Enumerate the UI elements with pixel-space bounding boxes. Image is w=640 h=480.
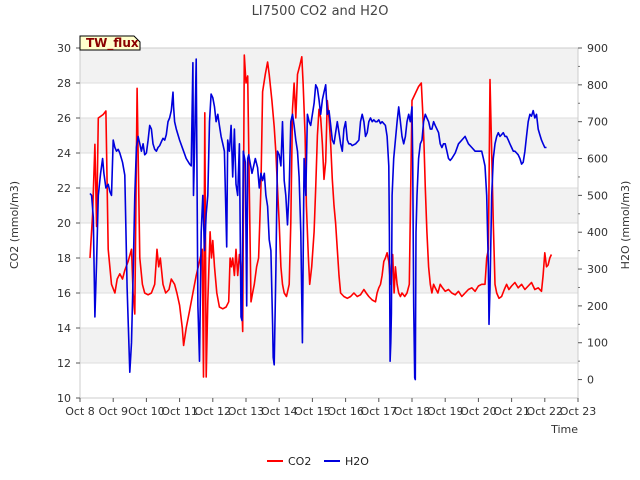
y-right-axis-label: H2O (mmol/m3) (619, 181, 632, 270)
y-right-tick-label: 500 (587, 189, 608, 202)
x-tick-label: Oct 23 (560, 405, 597, 418)
series-line-h2o (89, 58, 547, 381)
x-tick-label: Oct 21 (493, 405, 530, 418)
y-right-tick-label: 800 (587, 79, 608, 92)
tw-flux-badge: TW_flux (79, 35, 141, 51)
grid-band (80, 153, 578, 188)
chart-title: LI7500 CO2 and H2O (252, 4, 389, 19)
legend-h2o-label: H2O (345, 455, 369, 468)
x-tick-label: Oct 18 (394, 405, 431, 418)
y-left-tick-label: 10 (57, 392, 71, 405)
y-left-tick-label: 28 (57, 77, 71, 90)
series-line-co2 (89, 54, 553, 378)
x-tick-label: Oct 19 (427, 405, 464, 418)
y-left-tick-label: 12 (57, 357, 71, 370)
badge-shape (79, 35, 141, 51)
y-left-tick-label: 14 (57, 322, 71, 335)
x-tick-label: Oct 11 (161, 405, 198, 418)
y-left-tick-label: 30 (57, 42, 71, 55)
series-layer (89, 54, 553, 381)
y-right-tick-label: 700 (587, 116, 608, 129)
y-right-tick-label: 300 (587, 263, 608, 276)
y-right-tick-label: 200 (587, 300, 608, 313)
x-tick-label: Oct 22 (527, 405, 564, 418)
legend: CO2 H2O (267, 455, 369, 468)
legend-co2-label: CO2 (288, 455, 311, 468)
x-tick-label: Oct 13 (228, 405, 265, 418)
grid-band (80, 188, 578, 223)
x-tick-label: Oct 10 (128, 405, 165, 418)
y-left-tick-label: 26 (57, 112, 71, 125)
y-left-axis-ticks: 10 12 14 16 18 20 22 24 26 28 30 (57, 42, 80, 405)
y-right-tick-label: 100 (587, 337, 608, 350)
y-left-tick-label: 20 (57, 217, 71, 230)
x-tick-label: Oct 14 (261, 405, 298, 418)
grid-band (80, 223, 578, 258)
x-tick-label: Oct 16 (327, 405, 364, 418)
y-right-tick-label: 600 (587, 153, 608, 166)
grid-band (80, 48, 578, 83)
x-tick-label: Oct 20 (460, 405, 497, 418)
grid-band (80, 293, 578, 328)
x-axis-label: Time (550, 423, 578, 436)
x-tick-label: Oct 9 (98, 405, 128, 418)
y-left-tick-label: 22 (57, 182, 71, 195)
x-tick-label: Oct 12 (195, 405, 232, 418)
x-tick-label: Oct 17 (361, 405, 398, 418)
x-tick-label: Oct 8 (65, 405, 95, 418)
y-right-axis-ticks: 0 100 200 300 400 500 600 700 800 900 (578, 42, 608, 387)
badge-label: TW_flux (86, 36, 139, 51)
y-left-tick-label: 24 (57, 147, 71, 160)
y-left-tick-label: 18 (57, 252, 71, 265)
y-right-tick-label: 0 (587, 374, 594, 387)
grid-band (80, 328, 578, 363)
y-left-axis-label: CO2 (mmol/m3) (8, 181, 21, 269)
y-left-tick-label: 16 (57, 287, 71, 300)
y-right-tick-label: 900 (587, 42, 608, 55)
y-right-tick-label: 400 (587, 226, 608, 239)
grid-band (80, 363, 578, 398)
x-tick-label: Oct 15 (294, 405, 331, 418)
